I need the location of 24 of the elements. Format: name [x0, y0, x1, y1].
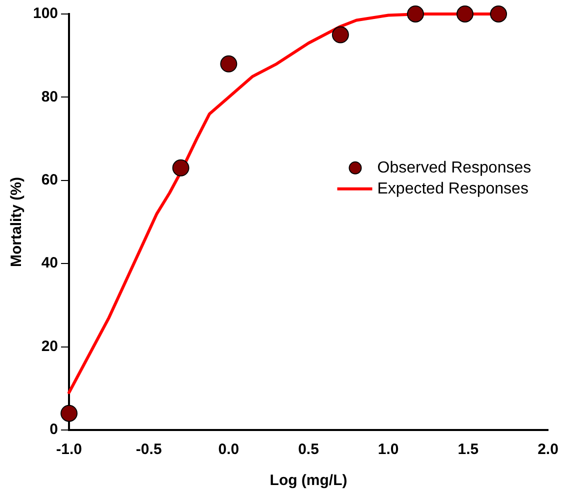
- y-tick-label: 80: [41, 88, 58, 106]
- point: [220, 55, 238, 72]
- x-axis-title: Log (mg/L): [270, 472, 348, 490]
- y-tick-label: 60: [41, 172, 58, 189]
- point: [60, 404, 78, 422]
- point: [406, 6, 424, 22]
- point: [456, 6, 474, 22]
- point: [490, 6, 508, 22]
- x-tick-label: 1.0: [378, 441, 399, 458]
- x-tick-label: -1.0: [56, 441, 82, 458]
- x-tick-label: 0.0: [218, 441, 240, 458]
- x-tick-label: 1.5: [458, 441, 479, 458]
- legend-label: Observed Responses: [377, 159, 532, 176]
- y-tick-label: 100: [32, 5, 58, 22]
- y-tick-label: 40: [41, 254, 58, 272]
- y-axis-title: Mortality (%): [8, 176, 26, 267]
- point: [172, 159, 190, 176]
- x-tick-label: 0.5: [298, 441, 319, 458]
- x-tick-label: 2.0: [538, 441, 558, 458]
- legend-label: Expected Responses: [377, 180, 528, 198]
- y-tick-label: 20: [41, 338, 58, 355]
- x-tick-label: -0.5: [136, 441, 162, 458]
- point: [332, 26, 349, 44]
- y-tick-label: 0: [50, 421, 58, 438]
